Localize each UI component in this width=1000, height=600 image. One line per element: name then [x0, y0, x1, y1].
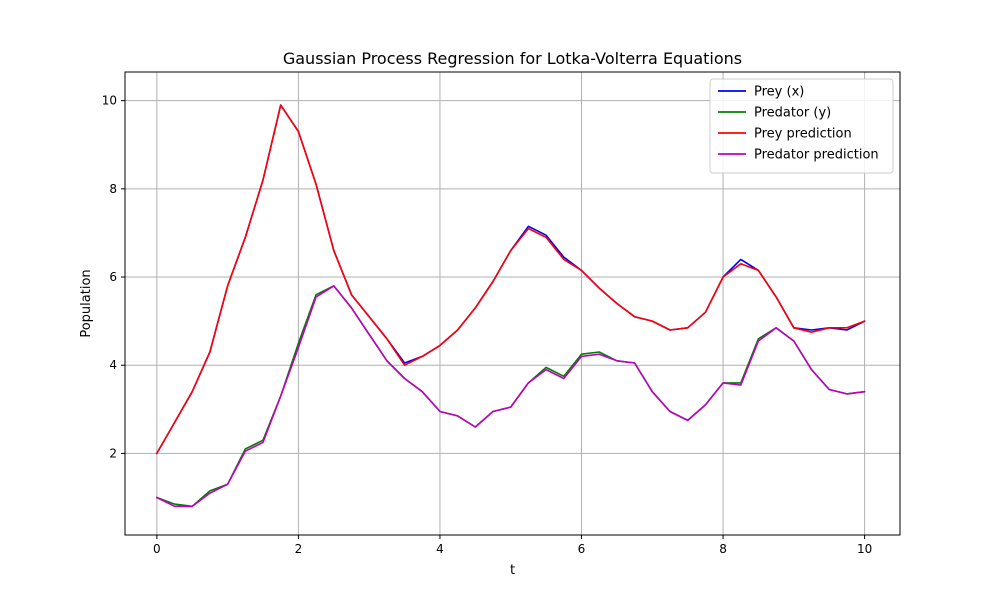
legend-label: Predator prediction	[754, 148, 879, 163]
x-tick-label: 10	[857, 542, 872, 556]
chart-title: Gaussian Process Regression for Lotka-Vo…	[283, 49, 742, 68]
y-tick-label: 6	[109, 270, 117, 284]
axis-ticks: 0 2 4 6 8 10 2 4 6 8 10	[102, 94, 873, 556]
y-tick-label: 2	[109, 446, 117, 460]
x-tick-label: 4	[436, 542, 444, 556]
series-line-2	[156, 104, 866, 455]
legend-label: Predator (y)	[754, 106, 831, 121]
y-axis-label: Population	[79, 269, 94, 337]
legend: Prey (x) Predator (y) Prey prediction Preda…	[709, 78, 894, 174]
legend-box	[709, 78, 894, 174]
series-lines	[156, 104, 866, 508]
y-tick-label: 8	[109, 182, 117, 196]
legend-label: Prey (x)	[754, 85, 804, 100]
x-tick-label: 6	[578, 542, 586, 556]
x-axis-label: t	[510, 563, 515, 578]
x-tick-label: 0	[153, 542, 161, 556]
series-line-3	[156, 285, 866, 508]
y-tick-label: 4	[109, 358, 117, 372]
legend-label: Prey prediction	[754, 127, 852, 142]
y-tick-label: 10	[102, 94, 117, 108]
plot-frame	[124, 71, 901, 536]
x-tick-label: 2	[295, 542, 303, 556]
x-tick-label: 8	[719, 542, 727, 556]
